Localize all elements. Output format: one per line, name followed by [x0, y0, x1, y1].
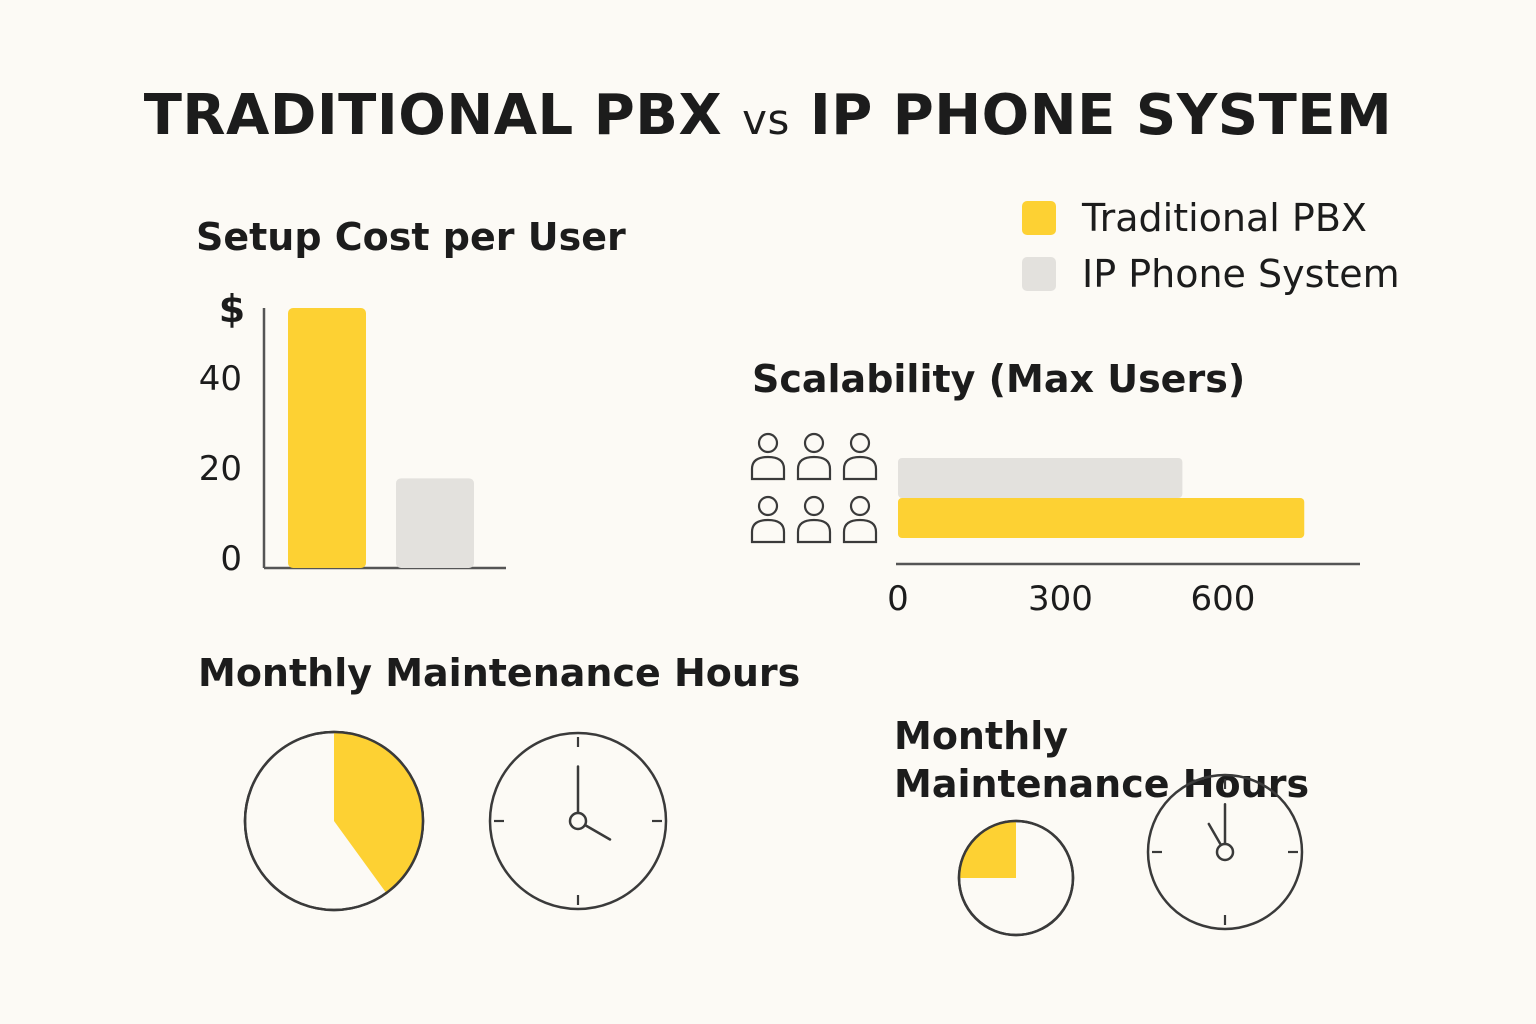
- bar-ip: [898, 458, 1183, 498]
- x-tick-label: 0: [887, 579, 909, 619]
- bar-traditional: [898, 498, 1305, 538]
- users-icon: [796, 432, 832, 481]
- setup-cost-title: Setup Cost per User: [196, 215, 626, 259]
- x-tick-label: 600: [1191, 579, 1256, 619]
- title-left: TRADITIONAL PBX: [143, 83, 723, 148]
- maintenance-title-left: Monthly Maintenance Hours: [198, 651, 801, 695]
- legend-label-traditional: Traditional PBX: [1082, 196, 1367, 240]
- legend-swatch-traditional: [1022, 201, 1056, 235]
- pie-border: [243, 730, 425, 912]
- maintenance-chart-left: [243, 730, 668, 912]
- pie-slice: [334, 732, 423, 894]
- clock-icon: [1146, 773, 1304, 931]
- legend-item-ip: IP Phone System: [1022, 246, 1400, 302]
- scalability-chart: 0 300 600: [750, 432, 1360, 619]
- title-right: IP PHONE SYSTEM: [809, 83, 1393, 148]
- legend: Traditional PBX IP Phone System: [1022, 190, 1400, 302]
- page-title: TRADITIONAL PBX vs IP PHONE SYSTEM: [0, 82, 1536, 149]
- title-vs: vs: [742, 95, 790, 144]
- maintenance-title-right: Monthly Maintenance Hours: [894, 714, 1310, 806]
- users-icon: [796, 495, 832, 544]
- y-tick-label: 40: [199, 359, 242, 399]
- bar-traditional: [288, 308, 366, 568]
- scalability-title: Scalability (Max Users): [752, 357, 1246, 401]
- maintenance-chart-right: [957, 773, 1304, 937]
- users-icon: [750, 495, 786, 544]
- legend-item-traditional: Traditional PBX: [1022, 190, 1400, 246]
- setup-cost-chart: 0 20 40 $: [199, 287, 506, 579]
- clock-icon: [488, 731, 668, 911]
- y-tick-label: 20: [199, 449, 242, 489]
- y-tick-label: 0: [220, 539, 242, 579]
- users-icon: [750, 432, 786, 481]
- pie-border: [957, 819, 1075, 937]
- legend-label-ip: IP Phone System: [1082, 252, 1400, 296]
- users-icon: [842, 432, 878, 481]
- legend-swatch-ip: [1022, 257, 1056, 291]
- users-icon: [842, 495, 878, 544]
- y-axis-label: $: [219, 287, 245, 331]
- bar-ip: [396, 478, 474, 568]
- x-tick-label: 300: [1028, 579, 1093, 619]
- pie-slice: [959, 821, 1016, 878]
